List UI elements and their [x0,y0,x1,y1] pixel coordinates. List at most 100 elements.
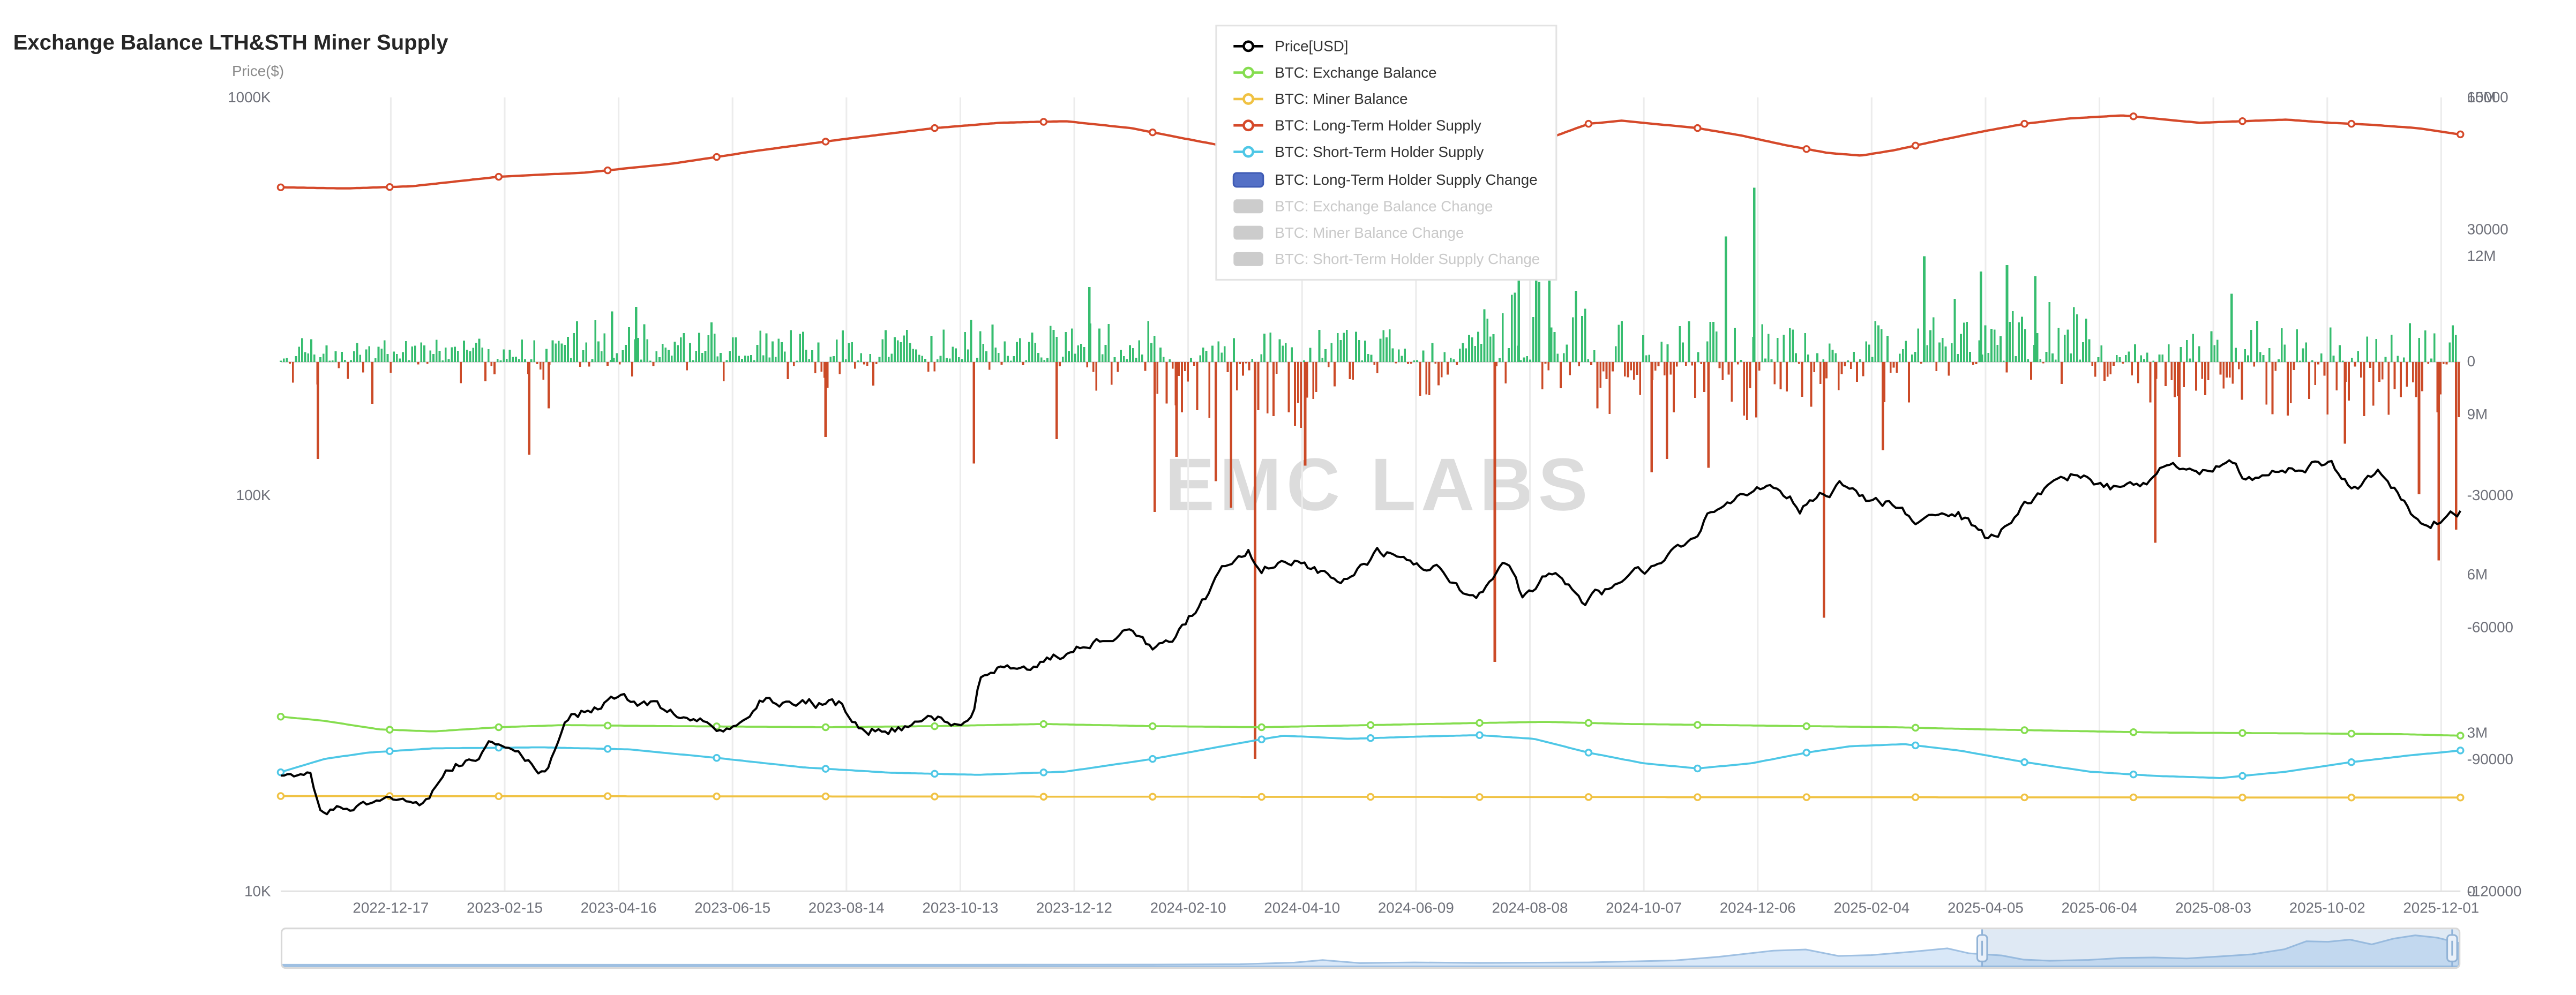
supply-change-bar [1373,361,1376,365]
supply-change-bar [896,340,899,362]
supply-change-bar [2226,361,2228,378]
supply-change-bar [1749,361,1751,388]
supply-change-bar [2397,356,2399,362]
supply-change-bar [1132,348,1134,362]
supply-change-bar [833,356,835,362]
data-zoom-canvas[interactable] [282,929,2459,968]
supply-change-bar [1226,361,1229,373]
supply-change-bar [2418,337,2421,362]
supply-change-bar [900,342,902,363]
supply-change-bar [2158,355,2161,362]
supply-change-bar [722,361,725,382]
supply-change-bar [1532,316,1534,363]
supply-change-bar [1953,298,1956,362]
supply-change-bar [1196,361,1199,410]
supply-change-bar [1566,344,1568,363]
supply-change-bar [1493,361,1496,662]
supply-change-bar [1037,352,1039,362]
supply-change-bar [1596,361,1599,409]
supply-change-bar [1972,361,1974,365]
supply-change-bar [1291,347,1293,362]
supply-change-bar [350,360,352,362]
supply-change-bar [2128,351,2130,363]
btc-miner-balance-marker [1694,793,1702,801]
legend-line-icon [1233,120,1263,132]
supply-change-bar [643,324,646,362]
supply-change-bar [1712,322,1714,363]
btc-long-term-holder-supply-marker [386,183,394,191]
supply-change-bar [1489,336,1492,362]
supply-change-bar [1061,357,1064,362]
btc-short-term-holder-supply-marker [2347,758,2356,766]
supply-change-bar [668,350,670,363]
legend-item-btc-long-term-holder-supply[interactable]: BTC: Long-Term Holder Supply [1232,112,1540,139]
supply-change-bar [2057,328,2060,363]
supply-change-bar [948,358,951,362]
supply-change-bar [2289,361,2292,403]
supply-change-bar [1593,350,1596,362]
supply-change-bar [652,361,655,366]
supply-change-bar [1440,361,1443,378]
supply-change-bar [1294,361,1296,426]
supply-change-bar [2061,361,2063,384]
supply-change-bar [2244,349,2246,363]
supply-change-bar [548,361,550,409]
supply-change-bar [631,361,633,377]
supply-change-bar [1336,333,1339,363]
supply-change-bar [1767,334,1770,363]
supply-change-bar [2178,361,2181,457]
supply-change-bar [750,355,752,363]
btc-exchange-balance-marker [931,722,939,730]
supply-change-bar [2027,359,2030,362]
supply-change-bar [1193,361,1195,366]
supply-change-bar [573,333,575,362]
legend-item-price-usd[interactable]: Price[USD] [1232,33,1540,60]
btc-exchange-balance-marker [1149,722,1157,730]
data-zoom-navigator[interactable] [280,928,2461,969]
legend-item-btc-miner-balance[interactable]: BTC: Miner Balance [1232,86,1540,113]
supply-change-bar [393,351,395,363]
supply-change-bar [2094,361,2096,377]
supply-change-bar [1727,361,1730,375]
supply-change-bar [1068,351,1070,362]
supply-change-bar [1059,361,1061,367]
legend-item-btc-exchange-balance[interactable]: BTC: Exchange Balance [1232,59,1540,86]
supply-change-bar [2412,361,2414,383]
supply-change-bar [1070,328,1073,363]
supply-change-bar [478,338,481,362]
supply-change-bar [1107,323,1110,362]
supply-change-bar [1807,355,1809,362]
supply-change-bar [1156,361,1159,394]
supply-change-bar [325,345,328,363]
legend-item-btc-miner-balance-change[interactable]: BTC: Miner Balance Change [1232,219,1540,246]
supply-change-bar [713,334,716,362]
supply-change-bar [1074,353,1076,362]
legend-item-btc-long-term-holder-supply-change[interactable]: BTC: Long-Term Holder Supply Change [1232,166,1540,193]
supply-change-bar [2048,301,2051,362]
supply-change-bar [1266,361,1269,413]
btc-miner-balance-marker [821,792,830,801]
btc-short-term-holder-supply-marker [603,745,612,753]
supply-change-bar [1917,328,1919,362]
supply-change-bar [1425,361,1427,395]
nav-selected-range[interactable] [1982,929,2459,968]
supply-change-bar [1407,361,1409,364]
supply-change-bar [1666,344,1669,362]
supply-change-bar [2054,359,2057,362]
supply-change-bar [557,341,560,362]
supply-change-bar [838,361,841,374]
supply-change-bar [555,343,557,362]
supply-change-bar [872,361,874,386]
supply-change-bar [612,357,615,363]
legend-item-btc-exchange-balance-change[interactable]: BTC: Exchange Balance Change [1232,192,1540,219]
supply-change-bar [1031,332,1034,362]
supply-change-bar [2348,361,2350,401]
supply-change-bar [1923,256,1926,362]
price-axis-label: Price($) [231,63,284,79]
btc-exchange-balance-marker [1694,721,1702,729]
btc-long-term-holder-supply-marker [931,124,939,132]
legend-item-btc-short-term-holder-supply[interactable]: BTC: Short-Term Holder Supply [1232,139,1540,166]
supply-change-bar [649,360,652,362]
legend-item-btc-short-term-holder-supply-change[interactable]: BTC: Short-Term Holder Supply Change [1232,245,1540,272]
supply-change-bar [621,350,624,363]
